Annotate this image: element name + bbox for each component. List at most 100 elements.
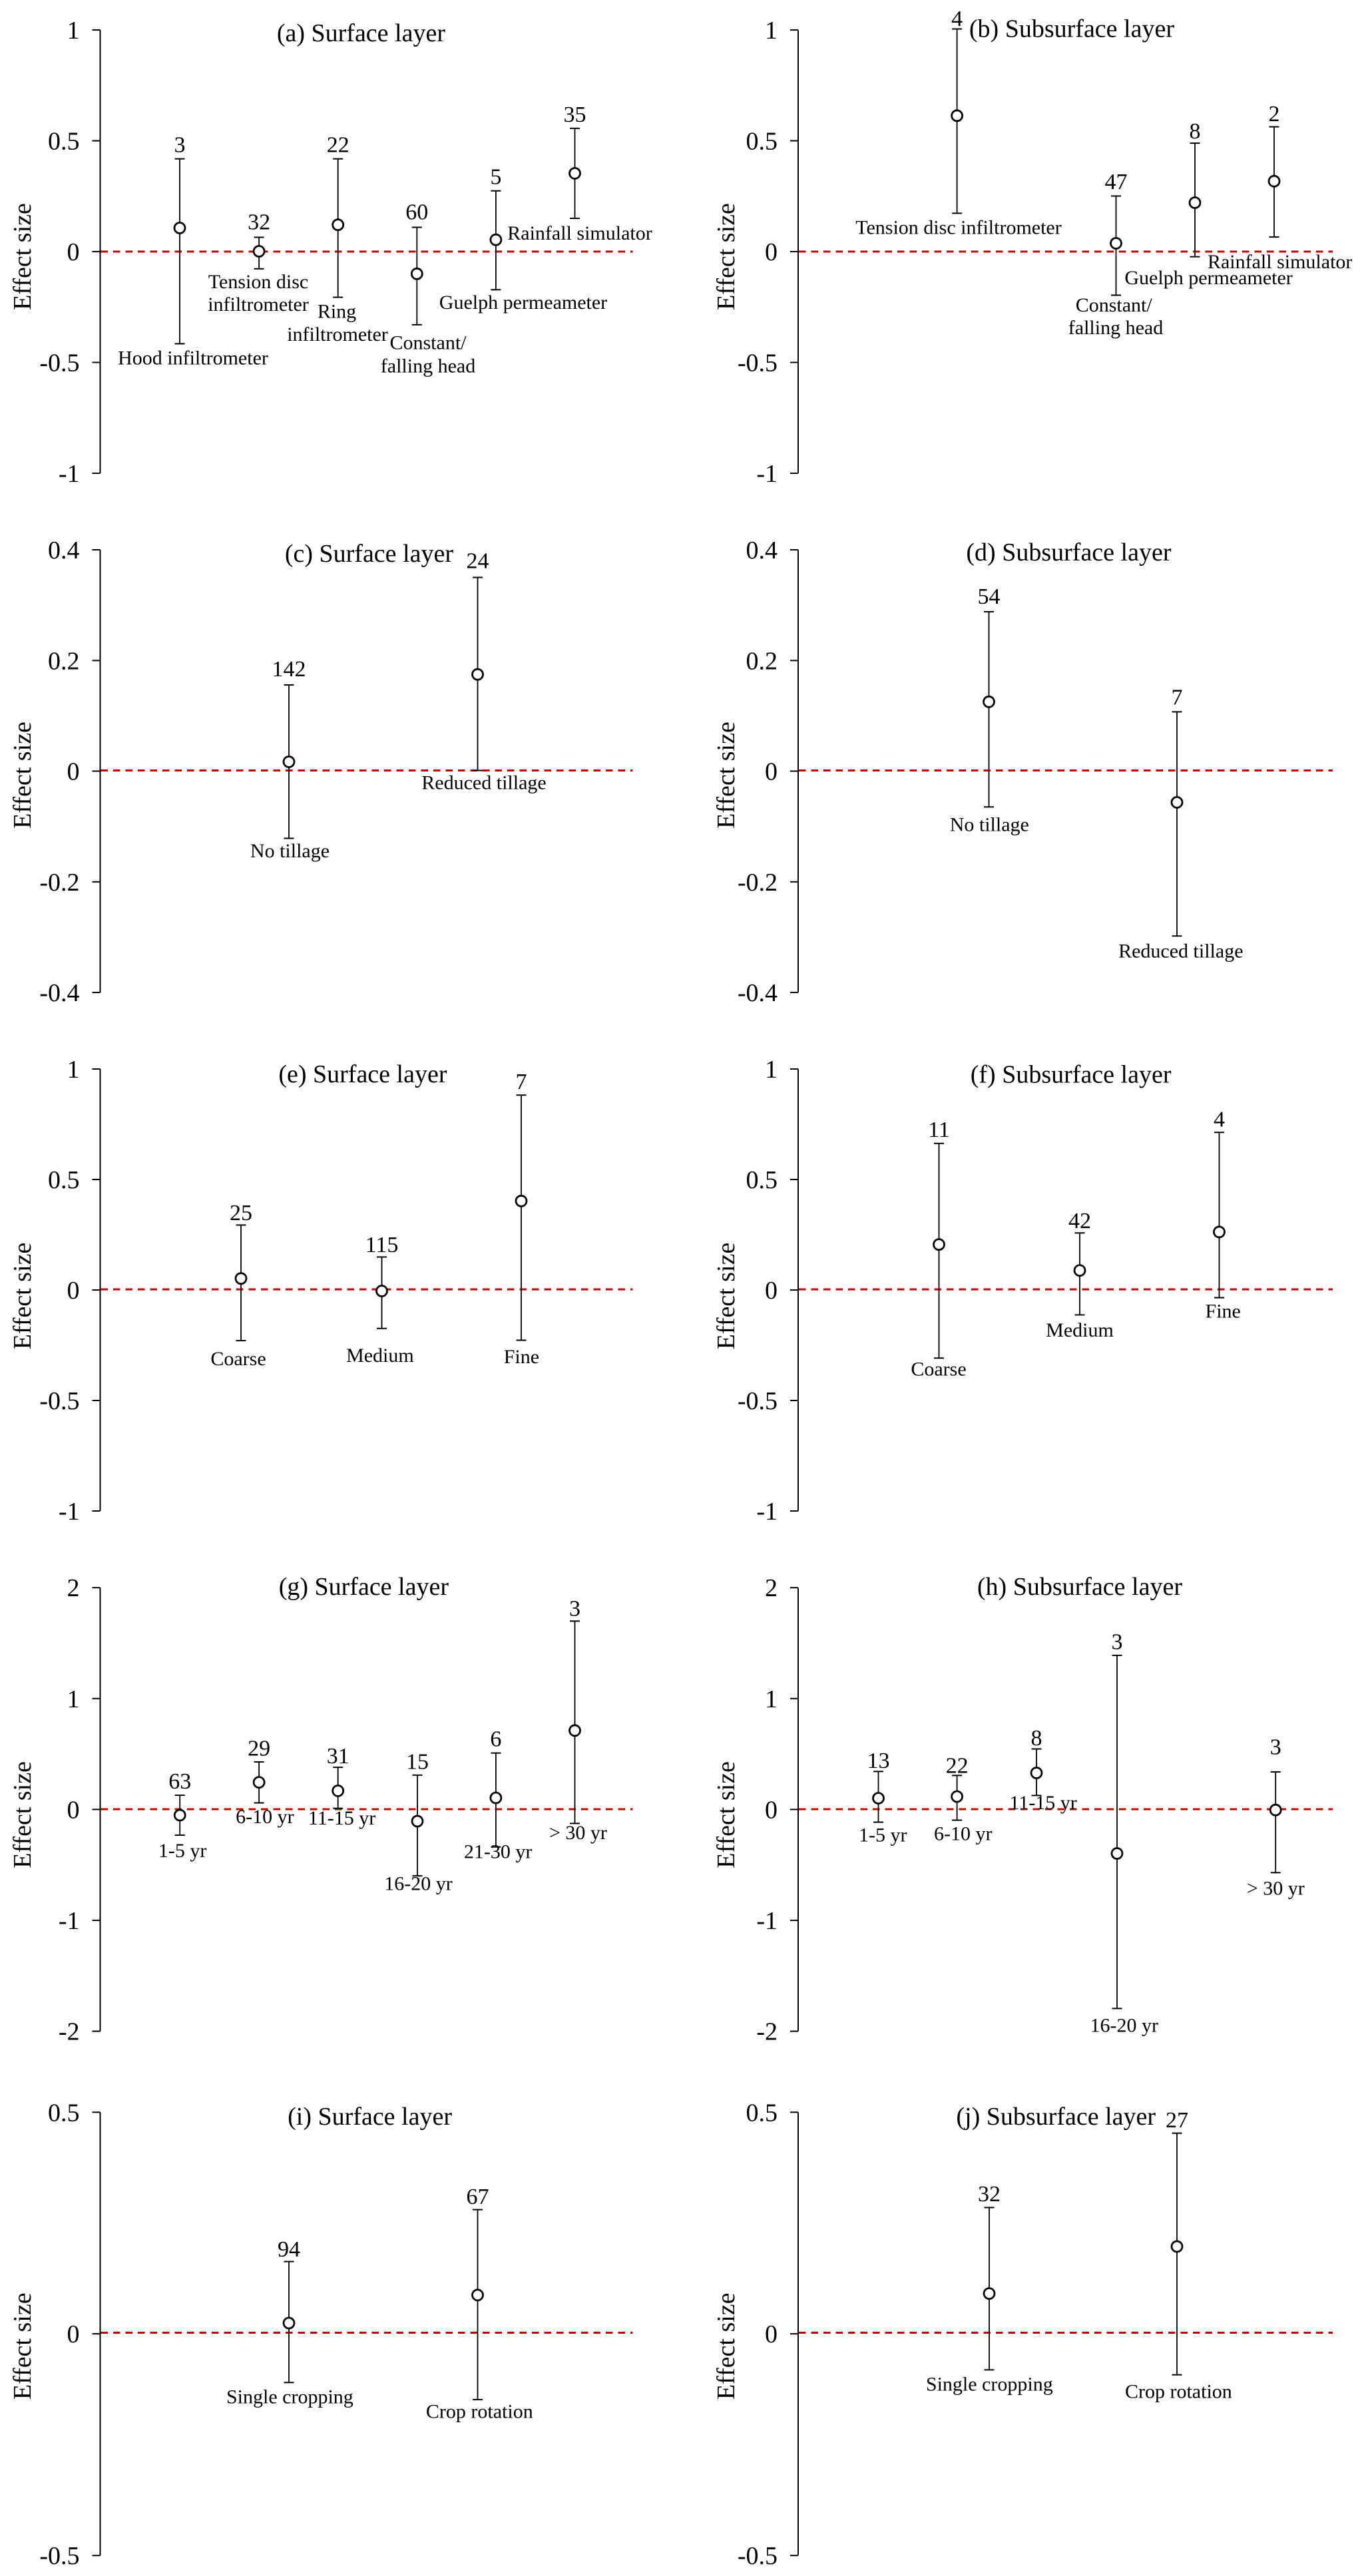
svg-text:6: 6 bbox=[490, 1727, 501, 1752]
svg-text:0.5: 0.5 bbox=[48, 2099, 80, 2127]
svg-text:(h) Subsurface layer: (h) Subsurface layer bbox=[977, 1573, 1182, 1601]
svg-text:29: 29 bbox=[248, 1737, 270, 1761]
svg-text:No tillage: No tillage bbox=[950, 814, 1029, 836]
svg-text:1: 1 bbox=[67, 17, 80, 45]
svg-text:25: 25 bbox=[230, 1201, 252, 1225]
svg-text:6-10 yr: 6-10 yr bbox=[934, 1823, 992, 1845]
svg-text:35: 35 bbox=[564, 103, 586, 127]
svg-text:Crop rotation: Crop rotation bbox=[426, 2400, 533, 2422]
svg-text:11: 11 bbox=[928, 1118, 950, 1142]
svg-text:-0.5: -0.5 bbox=[39, 349, 79, 377]
svg-text:0: 0 bbox=[67, 2320, 80, 2348]
svg-text:8: 8 bbox=[1031, 1726, 1042, 1751]
svg-text:0: 0 bbox=[67, 238, 80, 266]
svg-text:(f) Subsurface layer: (f) Subsurface layer bbox=[971, 1061, 1172, 1089]
svg-text:2: 2 bbox=[765, 1574, 778, 1602]
svg-text:Medium: Medium bbox=[346, 1345, 414, 1367]
svg-text:-2: -2 bbox=[59, 2018, 80, 2046]
svg-text:Ring: Ring bbox=[318, 301, 356, 323]
svg-text:(j) Subsurface layer: (j) Subsurface layer bbox=[956, 2103, 1156, 2131]
svg-text:-1: -1 bbox=[59, 460, 80, 488]
svg-text:60: 60 bbox=[405, 200, 428, 225]
svg-text:-0.2: -0.2 bbox=[39, 869, 79, 897]
svg-text:-0.5: -0.5 bbox=[39, 2542, 79, 2570]
svg-text:Effect size: Effect size bbox=[712, 1243, 740, 1350]
svg-text:(b) Subsurface layer: (b) Subsurface layer bbox=[969, 15, 1174, 43]
svg-text:Effect size: Effect size bbox=[712, 203, 740, 310]
svg-text:Tension disc: Tension disc bbox=[208, 271, 308, 293]
svg-text:Effect size: Effect size bbox=[9, 722, 37, 829]
svg-text:0: 0 bbox=[67, 1277, 80, 1305]
svg-text:6-10 yr: 6-10 yr bbox=[236, 1806, 294, 1828]
svg-text:3: 3 bbox=[569, 1597, 580, 1621]
svg-text:1: 1 bbox=[765, 1685, 778, 1713]
svg-text:Single cropping: Single cropping bbox=[926, 2374, 1053, 2396]
svg-text:2: 2 bbox=[67, 1574, 80, 1602]
svg-text:Hood infiltrometer: Hood infiltrometer bbox=[118, 347, 268, 369]
svg-text:21-30 yr: 21-30 yr bbox=[464, 1841, 532, 1863]
svg-text:13: 13 bbox=[867, 1749, 890, 1773]
svg-text:Effect size: Effect size bbox=[9, 2292, 37, 2400]
svg-text:Guelph permeameter: Guelph permeameter bbox=[439, 292, 607, 314]
svg-text:1: 1 bbox=[765, 17, 778, 45]
svg-text:2: 2 bbox=[1269, 102, 1280, 126]
svg-text:-0.5: -0.5 bbox=[738, 1387, 778, 1415]
svg-text:54: 54 bbox=[978, 584, 1001, 609]
svg-text:Constant/: Constant/ bbox=[1076, 294, 1153, 316]
svg-text:0.2: 0.2 bbox=[746, 647, 778, 675]
svg-text:(a) Surface layer: (a) Surface layer bbox=[277, 19, 446, 47]
svg-text:94: 94 bbox=[278, 2237, 300, 2262]
svg-text:0: 0 bbox=[765, 758, 778, 786]
svg-text:(c) Surface layer: (c) Surface layer bbox=[285, 540, 454, 568]
svg-text:Reduced tillage: Reduced tillage bbox=[421, 772, 546, 794]
svg-text:16-20 yr: 16-20 yr bbox=[384, 1872, 452, 1894]
svg-text:(g) Surface layer: (g) Surface layer bbox=[279, 1573, 449, 1601]
svg-text:Medium: Medium bbox=[1046, 1319, 1114, 1341]
svg-text:0: 0 bbox=[765, 1796, 778, 1824]
svg-text:142: 142 bbox=[272, 657, 306, 682]
svg-text:-2: -2 bbox=[756, 2018, 778, 2046]
svg-text:Effect size: Effect size bbox=[712, 1761, 740, 1868]
svg-text:1-5 yr: 1-5 yr bbox=[158, 1840, 206, 1862]
svg-text:Fine: Fine bbox=[1206, 1301, 1241, 1323]
svg-text:-0.4: -0.4 bbox=[39, 979, 79, 1007]
svg-text:-1: -1 bbox=[756, 460, 778, 488]
svg-text:4: 4 bbox=[1214, 1108, 1225, 1132]
svg-text:1: 1 bbox=[765, 1056, 778, 1084]
svg-text:22: 22 bbox=[946, 1753, 969, 1778]
svg-text:Effect size: Effect size bbox=[712, 2292, 740, 2400]
svg-text:Guelph permeameter: Guelph permeameter bbox=[1124, 267, 1292, 289]
svg-text:32: 32 bbox=[248, 210, 270, 235]
svg-text:7: 7 bbox=[516, 1070, 527, 1094]
svg-text:11-15 yr: 11-15 yr bbox=[308, 1807, 375, 1829]
svg-text:1-5 yr: 1-5 yr bbox=[859, 1824, 907, 1846]
svg-text:0.5: 0.5 bbox=[746, 2099, 778, 2127]
svg-text:Crop rotation: Crop rotation bbox=[1125, 2381, 1232, 2403]
svg-text:1: 1 bbox=[67, 1685, 80, 1713]
svg-text:-0.5: -0.5 bbox=[39, 1387, 79, 1415]
svg-text:-1: -1 bbox=[59, 1498, 80, 1526]
svg-text:32: 32 bbox=[978, 2182, 1001, 2207]
svg-text:42: 42 bbox=[1068, 1209, 1091, 1233]
svg-text:4: 4 bbox=[951, 7, 963, 31]
svg-text:Rainfall simulator: Rainfall simulator bbox=[507, 222, 652, 244]
svg-text:Effect size: Effect size bbox=[9, 1761, 37, 1868]
svg-text:47: 47 bbox=[1105, 170, 1128, 194]
svg-text:Reduced tillage: Reduced tillage bbox=[1118, 941, 1243, 963]
svg-text:3: 3 bbox=[174, 133, 186, 158]
svg-text:0: 0 bbox=[765, 2320, 778, 2348]
svg-text:falling head: falling head bbox=[381, 355, 475, 377]
svg-text:11-15 yr: 11-15 yr bbox=[1009, 1792, 1076, 1814]
svg-text:-0.2: -0.2 bbox=[738, 869, 778, 897]
svg-text:3: 3 bbox=[1270, 1735, 1281, 1760]
svg-text:0.4: 0.4 bbox=[746, 537, 778, 564]
svg-text:31: 31 bbox=[327, 1744, 349, 1769]
svg-text:0.5: 0.5 bbox=[746, 128, 778, 156]
svg-text:0: 0 bbox=[67, 758, 80, 786]
svg-text:1: 1 bbox=[67, 1056, 80, 1084]
svg-text:(e) Surface layer: (e) Surface layer bbox=[278, 1060, 447, 1088]
svg-text:Rainfall simulator: Rainfall simulator bbox=[1208, 251, 1352, 273]
svg-text:-0.5: -0.5 bbox=[738, 2542, 778, 2570]
svg-text:Effect size: Effect size bbox=[9, 203, 37, 310]
svg-text:Tension disc infiltrometer: Tension disc infiltrometer bbox=[855, 217, 1062, 239]
